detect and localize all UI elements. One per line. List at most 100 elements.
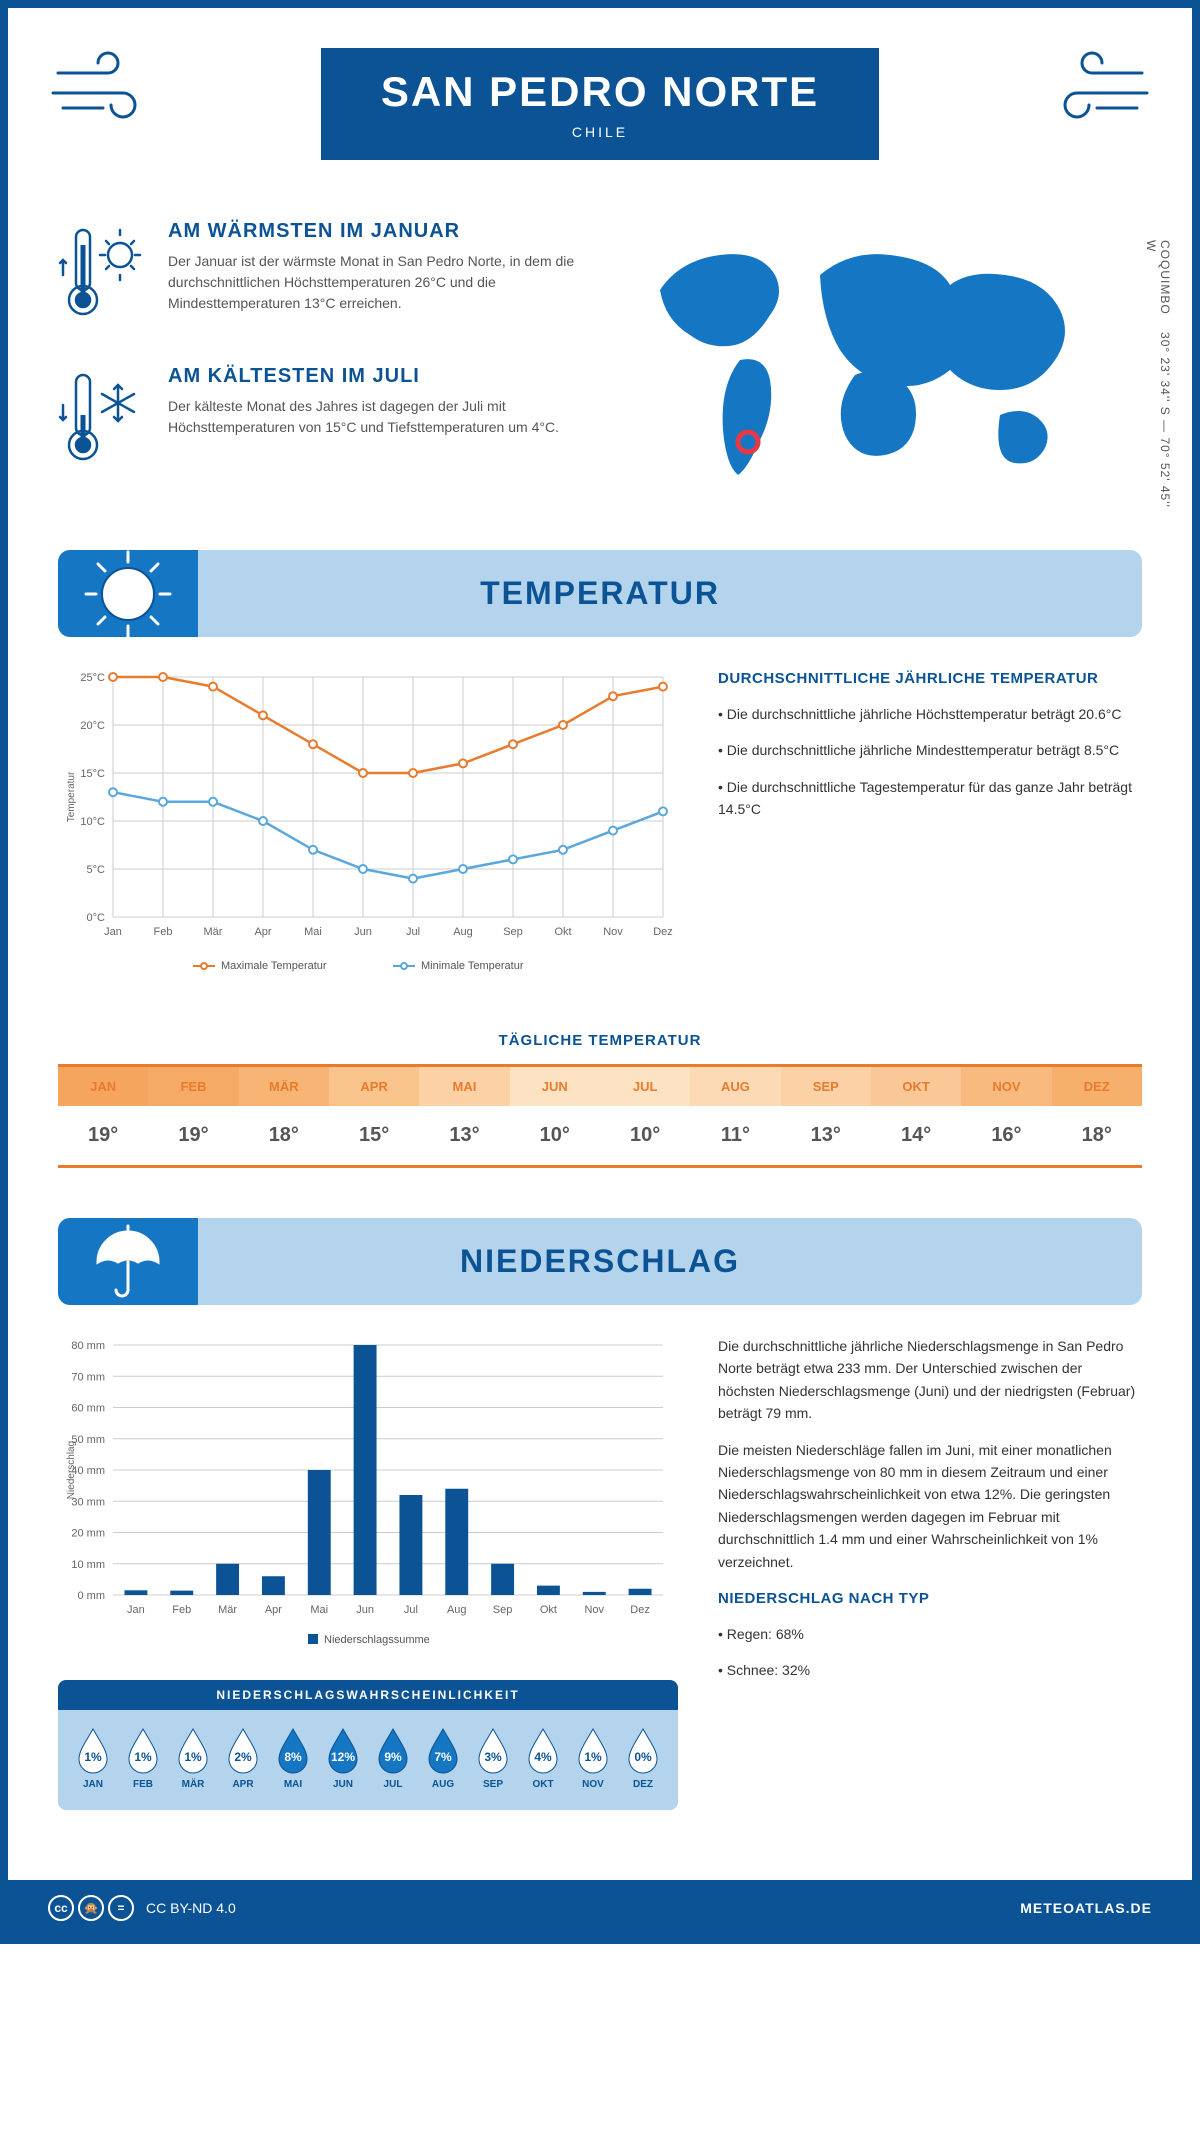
prob-cell: 1%MÄR (168, 1725, 218, 1790)
umbrella-icon (58, 1218, 198, 1305)
raindrop-icon: 12% (323, 1725, 363, 1775)
world-map-icon (620, 220, 1100, 490)
precip-prob-box: NIEDERSCHLAGSWAHRSCHEINLICHKEIT 1%JAN1%F… (58, 1680, 678, 1810)
svg-text:Mär: Mär (204, 926, 223, 938)
raindrop-icon: 1% (573, 1725, 613, 1775)
prob-cell: 1%NOV (568, 1725, 618, 1790)
temp-cell: DEZ18° (1052, 1067, 1142, 1165)
footer-license: cc 🙊 = CC BY-ND 4.0 (48, 1895, 236, 1921)
page: SAN PEDRO NORTE CHILE AM WÄRMSTEN IM JAN… (0, 0, 1200, 1944)
svg-text:3%: 3% (484, 1750, 502, 1764)
coordinates: COQUIMBO 30° 23' 34'' S — 70° 52' 45'' W (1144, 240, 1172, 510)
by-icon: 🙊 (78, 1895, 104, 1921)
summary-text: AM WÄRMSTEN IM JANUAR Der Januar ist der… (58, 220, 580, 510)
warmest-title: AM WÄRMSTEN IM JANUAR (168, 220, 580, 243)
footer-brand: METEOATLAS.DE (1020, 1900, 1152, 1916)
svg-text:20 mm: 20 mm (71, 1528, 105, 1540)
temp-cell: MÄR18° (239, 1067, 329, 1165)
svg-text:Dez: Dez (630, 1604, 650, 1616)
svg-text:Jul: Jul (404, 1604, 418, 1616)
svg-text:Nov: Nov (603, 926, 623, 938)
title-banner: SAN PEDRO NORTE CHILE (321, 48, 879, 160)
svg-text:1%: 1% (134, 1750, 152, 1764)
svg-text:0%: 0% (634, 1750, 652, 1764)
raindrop-icon: 2% (223, 1725, 263, 1775)
svg-text:70 mm: 70 mm (71, 1371, 105, 1383)
temp-cell: SEP13° (781, 1067, 871, 1165)
prob-cell: 7%AUG (418, 1725, 468, 1790)
svg-text:Mai: Mai (310, 1604, 328, 1616)
svg-text:2%: 2% (234, 1750, 252, 1764)
prob-cell: 0%DEZ (618, 1725, 668, 1790)
prob-cell: 2%APR (218, 1725, 268, 1790)
cc-icons: cc 🙊 = (48, 1895, 134, 1921)
precip-p1: Die durchschnittliche jährliche Niedersc… (718, 1335, 1142, 1425)
coldest-block: AM KÄLTESTEN IM JULI Der kälteste Monat … (58, 365, 580, 480)
svg-text:0 mm: 0 mm (78, 1590, 106, 1602)
content: AM WÄRMSTEN IM JANUAR Der Januar ist der… (8, 190, 1192, 1880)
temp-line-chart: 0°C5°C10°C15°C20°C25°CJanFebMärAprMaiJun… (58, 667, 678, 992)
svg-text:10°C: 10°C (80, 816, 105, 828)
temp-title: TEMPERATUR (58, 575, 1142, 612)
coldest-text: Der kälteste Monat des Jahres ist dagege… (168, 396, 580, 438)
svg-text:Apr: Apr (254, 926, 271, 938)
svg-text:1%: 1% (584, 1750, 602, 1764)
temp-section-header: TEMPERATUR (58, 550, 1142, 637)
svg-text:Aug: Aug (447, 1604, 467, 1616)
svg-text:Jan: Jan (104, 926, 122, 938)
header: SAN PEDRO NORTE CHILE (8, 8, 1192, 190)
svg-text:Jan: Jan (127, 1604, 145, 1616)
svg-text:12%: 12% (331, 1750, 355, 1764)
cc-icon: cc (48, 1895, 74, 1921)
precip-prob-title: NIEDERSCHLAGSWAHRSCHEINLICHKEIT (58, 1680, 678, 1710)
svg-text:9%: 9% (384, 1750, 402, 1764)
temp-cell: MAI13° (419, 1067, 509, 1165)
svg-text:25°C: 25°C (80, 672, 105, 684)
raindrop-icon: 1% (123, 1725, 163, 1775)
svg-text:Okt: Okt (540, 1604, 557, 1616)
svg-text:60 mm: 60 mm (71, 1403, 105, 1415)
temp-cell: AUG11° (690, 1067, 780, 1165)
precip-type-snow: • Schnee: 32% (718, 1659, 1142, 1681)
svg-text:4%: 4% (534, 1750, 552, 1764)
warmest-block: AM WÄRMSTEN IM JANUAR Der Januar ist der… (58, 220, 580, 335)
svg-text:Nov: Nov (584, 1604, 604, 1616)
thermometer-cold-icon (58, 365, 148, 480)
svg-text:Dez: Dez (653, 926, 673, 938)
wind-icon-right (1042, 48, 1152, 133)
prob-cell: 1%FEB (118, 1725, 168, 1790)
svg-text:Niederschlag: Niederschlag (66, 1441, 77, 1499)
prob-cell: 4%OKT (518, 1725, 568, 1790)
footer: cc 🙊 = CC BY-ND 4.0 METEOATLAS.DE (8, 1880, 1192, 1936)
svg-text:Sep: Sep (493, 1604, 513, 1616)
wind-icon-left (48, 48, 158, 133)
precip-chart-row: 0 mm10 mm20 mm30 mm40 mm50 mm60 mm70 mm8… (58, 1335, 1142, 1810)
temp-annual-b3: • Die durchschnittliche Tagestemperatur … (718, 776, 1142, 821)
svg-text:Niederschlagssumme: Niederschlagssumme (324, 1634, 430, 1646)
raindrop-icon: 7% (423, 1725, 463, 1775)
license-text: CC BY-ND 4.0 (146, 1900, 236, 1916)
summary-row: AM WÄRMSTEN IM JANUAR Der Januar ist der… (58, 220, 1142, 510)
temp-cell: JUL10° (600, 1067, 690, 1165)
precip-text: Die durchschnittliche jährliche Niedersc… (718, 1335, 1142, 1810)
temp-annual-b2: • Die durchschnittliche jährliche Mindes… (718, 739, 1142, 761)
svg-text:Okt: Okt (554, 926, 571, 938)
svg-text:10 mm: 10 mm (71, 1559, 105, 1571)
svg-text:Jun: Jun (354, 926, 372, 938)
svg-text:Temperatur: Temperatur (66, 771, 77, 822)
svg-text:7%: 7% (434, 1750, 452, 1764)
temp-annual-text: DURCHSCHNITTLICHE JÄHRLICHE TEMPERATUR •… (718, 667, 1142, 992)
svg-text:Aug: Aug (453, 926, 473, 938)
svg-text:20°C: 20°C (80, 720, 105, 732)
warmest-text: Der Januar ist der wärmste Monat in San … (168, 251, 580, 314)
precip-section-header: NIEDERSCHLAG (58, 1218, 1142, 1305)
prob-cell: 12%JUN (318, 1725, 368, 1790)
precip-type-rain: • Regen: 68% (718, 1623, 1142, 1645)
svg-text:Jun: Jun (356, 1604, 374, 1616)
svg-text:Minimale Temperatur: Minimale Temperatur (421, 960, 524, 972)
map-block: COQUIMBO 30° 23' 34'' S — 70° 52' 45'' W (620, 220, 1142, 510)
svg-text:Feb: Feb (172, 1604, 191, 1616)
svg-text:Feb: Feb (154, 926, 173, 938)
precip-p2: Die meisten Niederschläge fallen im Juni… (718, 1439, 1142, 1573)
svg-text:0°C: 0°C (87, 912, 106, 924)
